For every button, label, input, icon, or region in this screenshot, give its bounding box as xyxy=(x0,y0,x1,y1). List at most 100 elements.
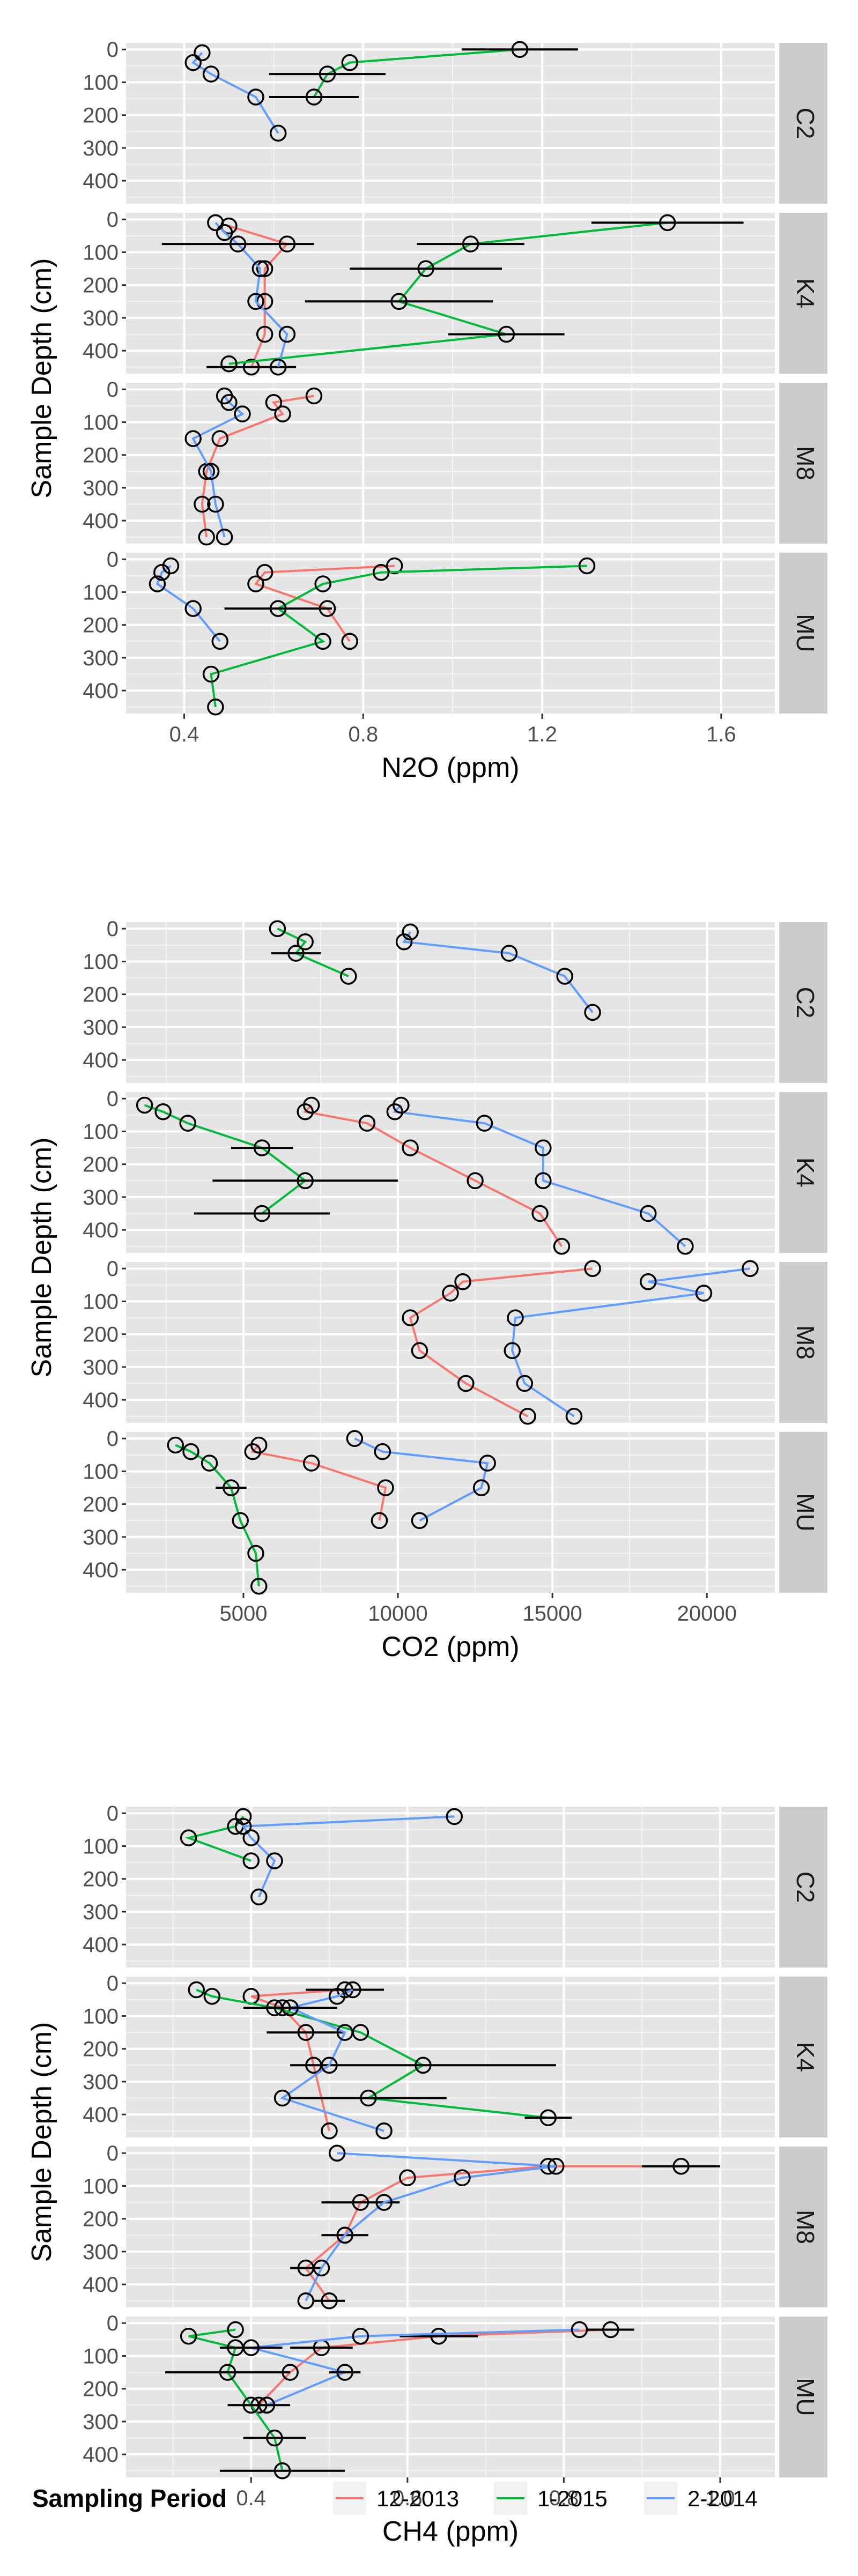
y-tick-label: 0 xyxy=(107,1972,119,1995)
data-point xyxy=(188,1981,205,1999)
data-point xyxy=(454,2169,471,2186)
y-tick-label: 400 xyxy=(83,2103,119,2127)
data-point xyxy=(256,563,273,581)
x-tick-label: 0.4 xyxy=(169,723,199,746)
data-point xyxy=(202,65,220,83)
x-axis-title: CO2 (ppm) xyxy=(381,1631,519,1662)
y-tick-label: 200 xyxy=(83,1868,119,1891)
y-tick-label: 200 xyxy=(83,2038,119,2061)
facet-strip xyxy=(779,2317,827,2477)
data-point xyxy=(411,1512,428,1530)
data-point xyxy=(167,1436,184,1454)
data-point xyxy=(584,1260,601,1277)
facet-panel-c2: 0 100 200 300 400 C2 xyxy=(83,38,827,204)
data-point xyxy=(539,2109,557,2127)
y-axis-title: Sample Depth (cm) xyxy=(26,2022,57,2262)
data-point xyxy=(328,1987,346,2005)
series-line-2-2014 xyxy=(511,1267,751,1417)
data-point xyxy=(253,1139,271,1156)
y-tick-label: 100 xyxy=(83,950,119,974)
data-point xyxy=(207,699,224,716)
data-point xyxy=(313,2259,330,2277)
panel-background xyxy=(126,383,775,544)
data-point xyxy=(247,575,264,592)
data-point xyxy=(282,1999,299,2016)
facet-panel-k4: 0 100 200 300 400 K4 xyxy=(83,1087,827,1255)
y-tick-label: 400 xyxy=(83,1558,119,1582)
data-point xyxy=(180,1829,197,1846)
facet-panel-k4: 0 100 200 300 400 K4 xyxy=(83,208,827,376)
y-tick-label: 200 xyxy=(83,1323,119,1347)
y-tick-label: 100 xyxy=(83,1835,119,1858)
data-point xyxy=(535,1172,552,1190)
facet-strip xyxy=(779,43,827,204)
data-point xyxy=(399,2169,416,2186)
x-axis-title: N2O (ppm) xyxy=(381,752,519,783)
data-point xyxy=(136,1096,153,1114)
data-point xyxy=(578,557,596,575)
data-point xyxy=(454,1273,471,1290)
data-point xyxy=(395,933,413,951)
data-point xyxy=(265,394,283,411)
data-point xyxy=(273,2462,291,2480)
x-tick-label: 0.8 xyxy=(549,2486,579,2510)
data-point xyxy=(194,44,211,62)
y-tick-label: 200 xyxy=(83,614,119,637)
data-point xyxy=(548,2157,565,2175)
data-point xyxy=(184,600,202,617)
data-point xyxy=(297,2024,315,2041)
data-point xyxy=(198,529,215,546)
data-point xyxy=(184,54,202,71)
series-line-1-2015 xyxy=(313,48,520,98)
data-point xyxy=(374,1443,391,1460)
facet-strip xyxy=(779,1977,827,2137)
x-tick-label: 1.2 xyxy=(527,723,557,746)
facet-panel-mu: 0 100 200 300 400 MU xyxy=(83,548,827,716)
data-point xyxy=(242,2339,260,2356)
y-tick-label: 300 xyxy=(83,2410,119,2434)
facet-panel-c2: 0 100 200 300 400 C2 xyxy=(83,917,827,1083)
facet-strip xyxy=(779,1432,827,1593)
data-point xyxy=(640,1205,657,1222)
y-tick-label: 400 xyxy=(83,2443,119,2467)
data-point xyxy=(252,260,269,277)
data-point xyxy=(219,2364,236,2381)
facet-strip-label: C2 xyxy=(792,1872,819,1903)
y-axis-title: Sample Depth (cm) xyxy=(26,1138,57,1378)
data-point xyxy=(556,968,573,985)
data-point xyxy=(472,1479,490,1496)
facet-strip-label: C2 xyxy=(792,108,819,139)
data-point xyxy=(328,2144,346,2162)
data-point xyxy=(179,1115,196,1132)
data-point xyxy=(360,2089,377,2107)
data-point xyxy=(274,405,291,422)
series-line-12-2013 xyxy=(250,1988,345,2132)
data-point xyxy=(507,1309,524,1326)
legend-item-label: 1-2015 xyxy=(537,2486,608,2511)
data-point xyxy=(305,88,323,106)
y-tick-label: 0 xyxy=(107,1087,119,1111)
y-tick-label: 200 xyxy=(83,2378,119,2401)
facet-strip-label: K4 xyxy=(792,2042,819,2072)
data-point xyxy=(180,2327,197,2345)
data-point xyxy=(346,1430,364,1447)
panel-background xyxy=(126,1977,775,2137)
data-point xyxy=(672,2157,690,2175)
data-point xyxy=(341,633,358,650)
y-tick-label: 300 xyxy=(83,1356,119,1379)
facet-strip xyxy=(779,213,827,374)
facet-strip-label: K4 xyxy=(792,278,819,308)
data-point xyxy=(659,214,676,232)
data-point xyxy=(211,430,228,447)
data-point xyxy=(247,88,264,106)
facet-strip-label: M8 xyxy=(792,1325,819,1360)
facet-strip-label: K4 xyxy=(792,1157,819,1187)
data-point xyxy=(462,235,479,253)
y-tick-label: 100 xyxy=(83,1290,119,1313)
data-point xyxy=(535,1139,552,1156)
facet-strip-label: MU xyxy=(792,2378,819,2416)
y-tick-label: 300 xyxy=(83,1901,119,1924)
data-point xyxy=(565,1408,583,1425)
legend-item-label: 12-2013 xyxy=(376,2486,459,2511)
data-point xyxy=(223,1479,240,1496)
